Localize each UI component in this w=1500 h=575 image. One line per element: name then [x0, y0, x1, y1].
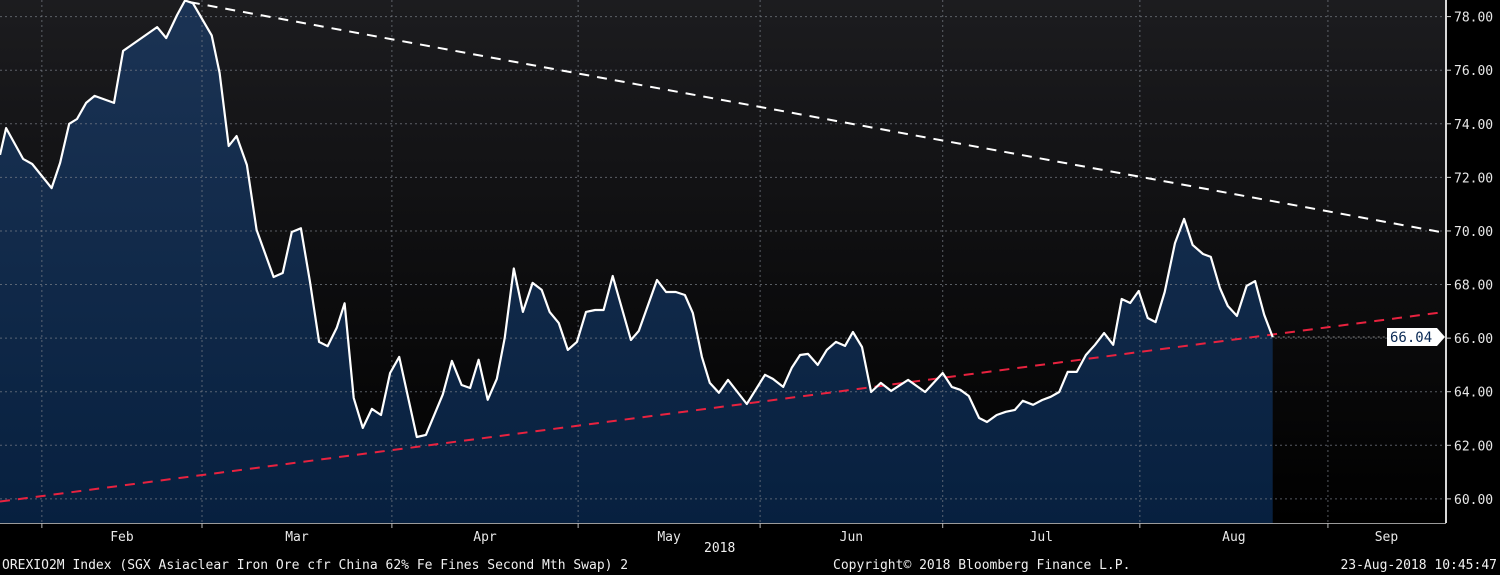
- x-tick-label: Sep: [1375, 530, 1399, 545]
- x-tick-label: May: [657, 530, 681, 545]
- series-line: [0, 0, 1274, 439]
- y-tick-label: 62.00: [1454, 439, 1493, 454]
- x-tick-label: Apr: [473, 530, 497, 545]
- year-label: 2018: [704, 541, 736, 556]
- y-axis-panel: [1445, 0, 1500, 553]
- resistance-trendline: [189, 1, 1446, 234]
- price-chart: 60.00 62.00 64.00 66.00 68.00 70.00 72.00 74.00…: [0, 0, 1500, 553]
- y-tick-label: 74.00: [1454, 118, 1493, 133]
- y-tick-label: 72.00: [1454, 171, 1493, 186]
- support-trendline: [0, 310, 1446, 503]
- security-title: OREXIO2M Index (SGX Asiaclear Iron Ore c…: [2, 558, 629, 573]
- x-tick-label: Jun: [840, 530, 863, 545]
- y-tick-label: 78.00: [1454, 11, 1493, 26]
- last-price-label: 66.04: [1390, 330, 1432, 346]
- x-tick-label: Jul: [1030, 530, 1053, 545]
- y-tick-label: 70.00: [1454, 225, 1493, 240]
- copyright: Copyright© 2018 Bloomberg Finance L.P.: [833, 558, 1131, 573]
- x-tick-label: Mar: [285, 530, 309, 545]
- x-tick-label: Aug: [1222, 530, 1245, 545]
- y-tick-label: 76.00: [1454, 64, 1493, 79]
- x-tick-label: Feb: [110, 530, 134, 545]
- y-tick-label: 68.00: [1454, 279, 1493, 294]
- timestamp: 23-Aug-2018 10:45:47: [1340, 558, 1497, 573]
- y-tick-label: 60.00: [1454, 493, 1493, 508]
- y-tick-label: 66.00: [1454, 332, 1493, 347]
- series-area: [0, 0, 1273, 523]
- last-price-tag: [1387, 328, 1445, 347]
- y-tick-label: 64.00: [1454, 386, 1493, 401]
